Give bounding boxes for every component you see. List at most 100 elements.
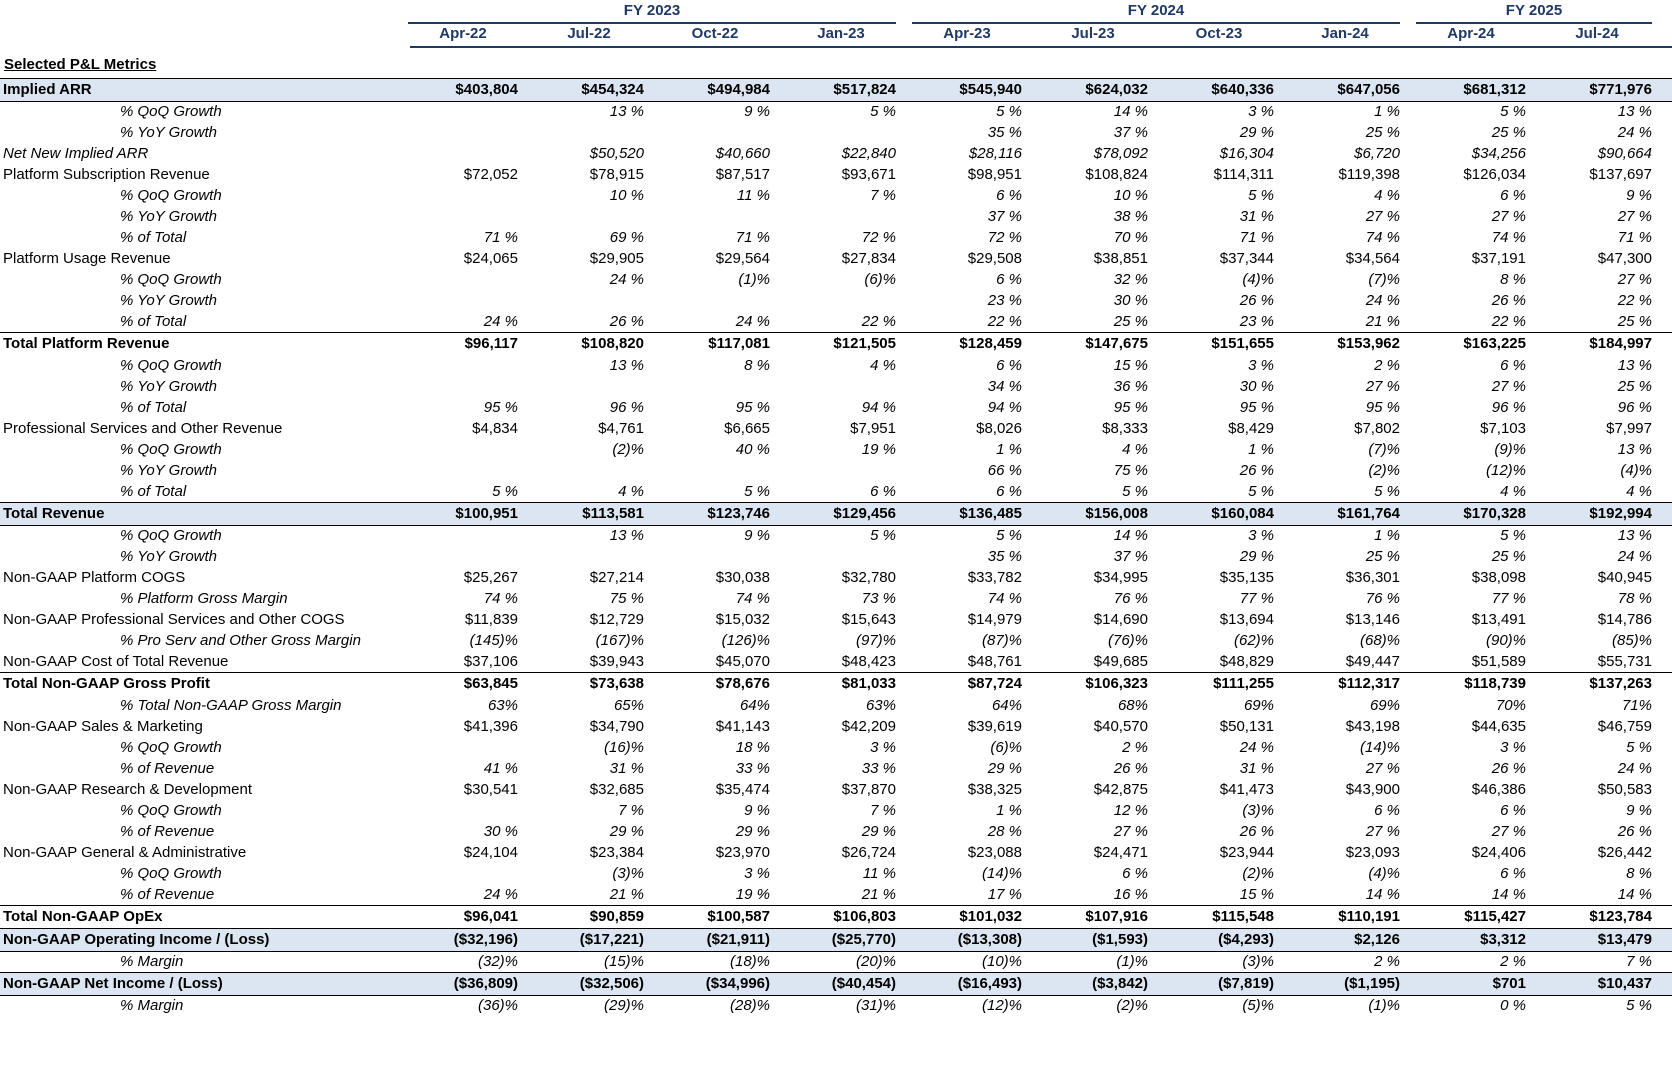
row-value: 74 % [987, 590, 1022, 607]
row-value: $147,675 [1085, 335, 1148, 352]
row-value: 4 % [1122, 441, 1148, 458]
row-value: $106,323 [1085, 675, 1148, 692]
row-value: 71 % [735, 229, 770, 246]
row-value: (32)% [477, 953, 518, 970]
row-value: $96,117 [464, 335, 518, 352]
row-value: 96 % [1491, 399, 1526, 416]
row-value: $6,665 [724, 420, 770, 437]
row-value: 13 % [1617, 103, 1652, 120]
table-row: % Total Non-GAAP Gross Margin 63% 65% 64% 63… [0, 695, 1672, 716]
row-label: % QoQ Growth [120, 441, 222, 458]
row-value: 25 % [1617, 378, 1652, 395]
row-value: $7,103 [1480, 420, 1526, 437]
row-value: 73 % [861, 590, 896, 607]
row-value: 13 % [609, 357, 644, 374]
row-value: 6 % [1500, 187, 1526, 204]
table-row: % of Revenue 41 % 31 % 33 % 33 % 29 % 26 % 31 %… [0, 758, 1672, 779]
row-value: $32,780 [841, 569, 896, 586]
row-value: $13,694 [1219, 611, 1274, 628]
table-row: Non-GAAP General & Administrative $24,104… [0, 842, 1672, 863]
row-value: 37 % [1113, 124, 1148, 141]
row-value: $151,655 [1211, 335, 1274, 352]
row-label: % QoQ Growth [120, 187, 222, 204]
row-value: 74 % [483, 590, 518, 607]
table-row: % of Total 71 % 69 % 71 % 72 % 72 % 70 % 71 % 74… [0, 227, 1672, 248]
row-value: $25,267 [463, 569, 518, 586]
row-value: 5 % [870, 527, 896, 544]
row-value: 14 % [1113, 103, 1148, 120]
period-header: Oct-22 [691, 25, 739, 42]
table-row: % YoY Growth 35 % 37 % 29 % 25 % 25 % 24 % [0, 122, 1672, 143]
row-value: $4,761 [598, 420, 644, 437]
row-value: 27 % [1365, 760, 1400, 777]
row-value: (3)% [1242, 953, 1274, 970]
row-value: 36 % [1113, 378, 1148, 395]
row-label: Net New Implied ARR [3, 145, 149, 162]
row-value: $184,997 [1589, 335, 1652, 352]
row-value: $50,583 [1597, 781, 1652, 798]
row-value: $6,720 [1354, 145, 1400, 162]
row-value: 5 % [744, 483, 770, 500]
row-value: $494,984 [707, 81, 770, 98]
row-value: (3)% [1242, 802, 1274, 819]
row-value: 63% [865, 697, 896, 714]
row-value: $108,824 [1085, 166, 1148, 183]
row-value: $87,724 [967, 675, 1022, 692]
table-row: % QoQ Growth 13 % 9 % 5 % 5 % 14 % 3 % 1 % 5 % 13… [0, 525, 1672, 546]
row-value: 63% [487, 697, 518, 714]
table-row: % QoQ Growth (3)% 3 % 11 % (14)% 6 % (2)% (4)% 6… [0, 863, 1672, 884]
row-value: 37 % [1113, 548, 1148, 565]
row-value: (4)% [1242, 271, 1274, 288]
row-value: 6 % [1500, 357, 1526, 374]
row-value: 3 % [744, 865, 770, 882]
table-row: Total Non-GAAP OpEx $96,041 $90,859 $100,58… [0, 905, 1672, 928]
row-value: 8 % [1626, 865, 1652, 882]
row-value: $15,032 [715, 611, 770, 628]
table-row: Net New Implied ARR $50,520 $40,660 $22,840… [0, 143, 1672, 164]
row-value: 2 % [1122, 739, 1148, 756]
row-value: ($32,196) [453, 931, 518, 948]
table-row: % YoY Growth 66 % 75 % 26 % (2)% (12)% (4)% [0, 460, 1672, 481]
row-value: 9 % [1626, 802, 1652, 819]
row-value: (145)% [469, 632, 518, 649]
row-value: 18 % [735, 739, 770, 756]
row-value: 4 % [870, 357, 896, 374]
row-value: $624,032 [1085, 81, 1148, 98]
row-value: $24,471 [1093, 844, 1148, 861]
row-value: $87,517 [715, 166, 770, 183]
row-value: $7,951 [850, 420, 896, 437]
row-value: (7)% [1368, 271, 1400, 288]
period-header: Jul-24 [1575, 25, 1619, 42]
row-value: 3 % [870, 739, 896, 756]
row-value: 5 % [1374, 483, 1400, 500]
row-value: $119,398 [1338, 166, 1400, 183]
row-label: % QoQ Growth [120, 357, 222, 374]
row-value: 95 % [1239, 399, 1274, 416]
row-value: 9 % [1626, 187, 1652, 204]
row-value: 6 % [1374, 802, 1400, 819]
row-value: 23 % [1239, 313, 1274, 330]
row-value: 3 % [1248, 357, 1274, 374]
row-value: $110,191 [1338, 908, 1400, 925]
row-value: $106,803 [833, 908, 896, 925]
row-label: Non-GAAP Operating Income / (Loss) [3, 931, 270, 948]
row-value: 11 % [862, 865, 896, 882]
row-value: $128,459 [959, 335, 1022, 352]
row-value: 70 % [1113, 229, 1148, 246]
row-value: $517,824 [833, 81, 896, 98]
row-value: 5 % [870, 103, 896, 120]
row-value: 6 % [996, 271, 1022, 288]
row-value: 29 % [609, 823, 644, 840]
table-row: % Margin (36)% (29)% (28)% (31)% (12)% (2)% (5)… [0, 995, 1672, 1016]
row-label: Total Non-GAAP Gross Profit [3, 675, 210, 692]
row-value: 24 % [735, 313, 770, 330]
row-label: % QoQ Growth [120, 739, 222, 756]
row-label: % of Total [120, 313, 187, 330]
row-value: $115,548 [1212, 908, 1274, 925]
row-value: $11,839 [464, 611, 518, 628]
row-value: $14,979 [967, 611, 1022, 628]
row-value: 24 % [1617, 548, 1652, 565]
row-value: 26 % [1113, 760, 1148, 777]
row-value: (14)% [981, 865, 1022, 882]
row-value: $32,685 [589, 781, 644, 798]
